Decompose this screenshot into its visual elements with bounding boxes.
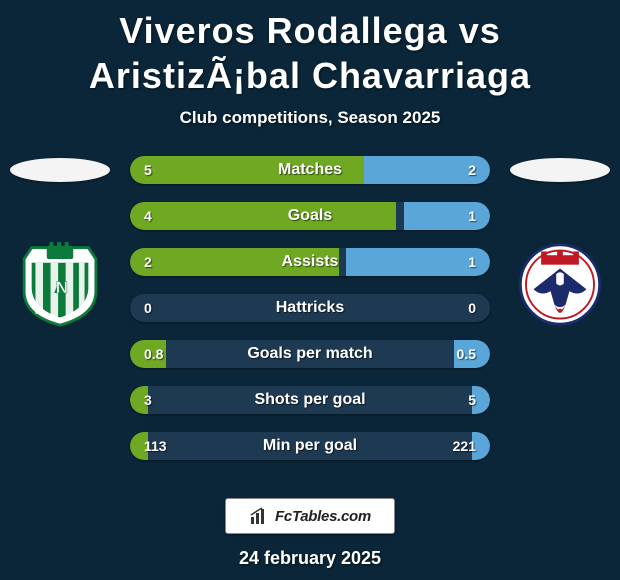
stat-left-fill <box>130 202 396 230</box>
stat-label: Shots per goal <box>130 386 490 414</box>
stat-right-fill <box>454 340 490 368</box>
stats-bars: Matches52 Goals41 Assists21 Hattricks0 0 Goal… <box>130 156 490 460</box>
stat-label: Min per goal <box>130 432 490 460</box>
stat-row: Shots per goal35 <box>130 386 490 414</box>
stat-right-fill <box>472 432 490 460</box>
stat-left-fill <box>130 156 364 184</box>
stat-left-fill <box>130 248 339 276</box>
stat-label: Hattricks <box>130 294 490 322</box>
svg-text:N: N <box>56 278 68 297</box>
stat-left-fill <box>130 340 166 368</box>
right-team-crest <box>510 242 610 327</box>
subtitle: Club competitions, Season 2025 <box>0 108 620 128</box>
brand-text: FcTables.com <box>275 508 371 525</box>
stat-row: Matches52 <box>130 156 490 184</box>
left-player-oval <box>10 158 110 182</box>
footer-date: 24 february 2025 <box>0 548 620 569</box>
comparison-chart: A N Matches52 Goals41 Assists21 Hattricks0 0… <box>0 156 620 476</box>
stat-row: Goals41 <box>130 202 490 230</box>
right-player-column <box>500 156 620 327</box>
brand-badge: FcTables.com <box>225 498 395 534</box>
stat-right-fill <box>346 248 490 276</box>
stat-right-fill <box>472 386 490 414</box>
stat-row: Min per goal113221 <box>130 432 490 460</box>
stat-row: Hattricks0 0 <box>130 294 490 322</box>
right-player-oval <box>510 158 610 182</box>
left-player-column: A N <box>0 156 120 327</box>
stat-right-fill <box>404 202 490 230</box>
page-title: Viveros Rodallega vs AristizÃ¡bal Chavar… <box>0 0 620 98</box>
stat-label: Goals per match <box>130 340 490 368</box>
left-team-crest: A N <box>10 242 110 327</box>
stat-right-fill <box>364 156 490 184</box>
chart-icon <box>249 506 269 526</box>
stat-row: Assists21 <box>130 248 490 276</box>
stat-right-value: 0 <box>468 294 476 322</box>
stat-left-fill <box>130 432 148 460</box>
stat-left-fill <box>130 386 148 414</box>
stat-left-value: 0 <box>144 294 152 322</box>
stat-row: Goals per match0.80.5 <box>130 340 490 368</box>
